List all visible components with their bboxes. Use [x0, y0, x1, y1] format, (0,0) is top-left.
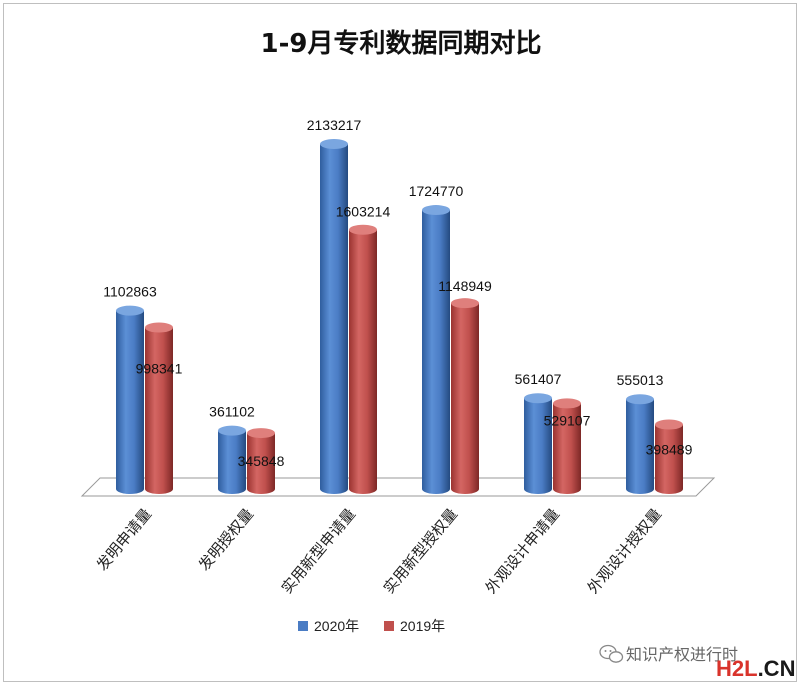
data-labels-layer: 1102863 998341 361102 345848 2133217 1603214 1…: [103, 117, 692, 469]
data-label-2019-4: 529107: [544, 412, 591, 428]
category-label-4: 外观设计申请量: [482, 505, 563, 597]
category-label-3: 实用新型授权量: [380, 505, 461, 597]
category-label-1: 发明授权量: [195, 505, 257, 574]
bar-2020-1: [218, 425, 246, 494]
bar-2019-4: [553, 398, 581, 494]
bar-2019-0: [145, 322, 173, 494]
data-label-2019-3: 1148949: [438, 278, 492, 294]
data-label-2020-0: 1102863: [103, 284, 157, 300]
svg-text:H2L.CN: H2L.CN: [716, 656, 795, 681]
chart: 1-9月专利数据同期对比 1102863 998341 361102 345848 21…: [80, 29, 795, 681]
legend: 2020年 2019年: [298, 618, 445, 634]
bar-2020-3: [422, 205, 450, 495]
legend-label-2020: 2020年: [314, 618, 359, 634]
category-label-0: 发明申请量: [93, 505, 155, 574]
data-label-2020-4: 561407: [515, 371, 562, 387]
bar-2019-3: [451, 298, 479, 494]
watermark-brand-prefix: H2L: [716, 656, 758, 681]
chart-floor: [80, 477, 716, 497]
bar-2020-2: [320, 139, 348, 494]
bar-2020-5: [626, 394, 654, 494]
category-label-5: 外观设计授权量: [584, 505, 665, 597]
data-label-2020-3: 1724770: [409, 183, 464, 199]
category-label-2: 实用新型申请量: [278, 505, 359, 597]
legend-label-2019: 2019年: [400, 618, 445, 634]
watermark-account: 知识产权进行时: [626, 645, 738, 664]
data-label-2019-5: 398489: [646, 442, 693, 458]
data-label-2020-2: 2133217: [307, 117, 362, 133]
chart-frame: 1-9月专利数据同期对比 1102863 998341 361102 345848 21…: [3, 3, 797, 682]
category-labels-layer: 发明申请量 发明授权量 实用新型申请量 实用新型授权量 外观设计申请量 外观设计授权量: [93, 505, 665, 597]
data-label-2019-0: 998341: [136, 361, 183, 377]
legend-swatch-2019: [384, 621, 394, 631]
bar-2020-0: [116, 305, 144, 494]
data-label-2019-2: 1603214: [336, 204, 391, 220]
bar-2019-1: [247, 428, 275, 494]
data-label-2019-1: 345848: [238, 453, 285, 469]
watermark: 知识产权进行时 H2L.CN: [599, 644, 795, 681]
wechat-icon: [599, 644, 624, 663]
data-label-2020-1: 361102: [209, 404, 255, 420]
watermark-brand-suffix: .CN: [758, 656, 796, 681]
bars-layer: [116, 139, 683, 495]
legend-swatch-2020: [298, 621, 308, 631]
bar-2019-5: [655, 419, 683, 494]
chart-title: 1-9月专利数据同期对比: [261, 29, 542, 59]
data-label-2020-5: 555013: [617, 372, 664, 388]
bar-2020-4: [524, 393, 552, 494]
bar-2019-2: [349, 224, 377, 494]
